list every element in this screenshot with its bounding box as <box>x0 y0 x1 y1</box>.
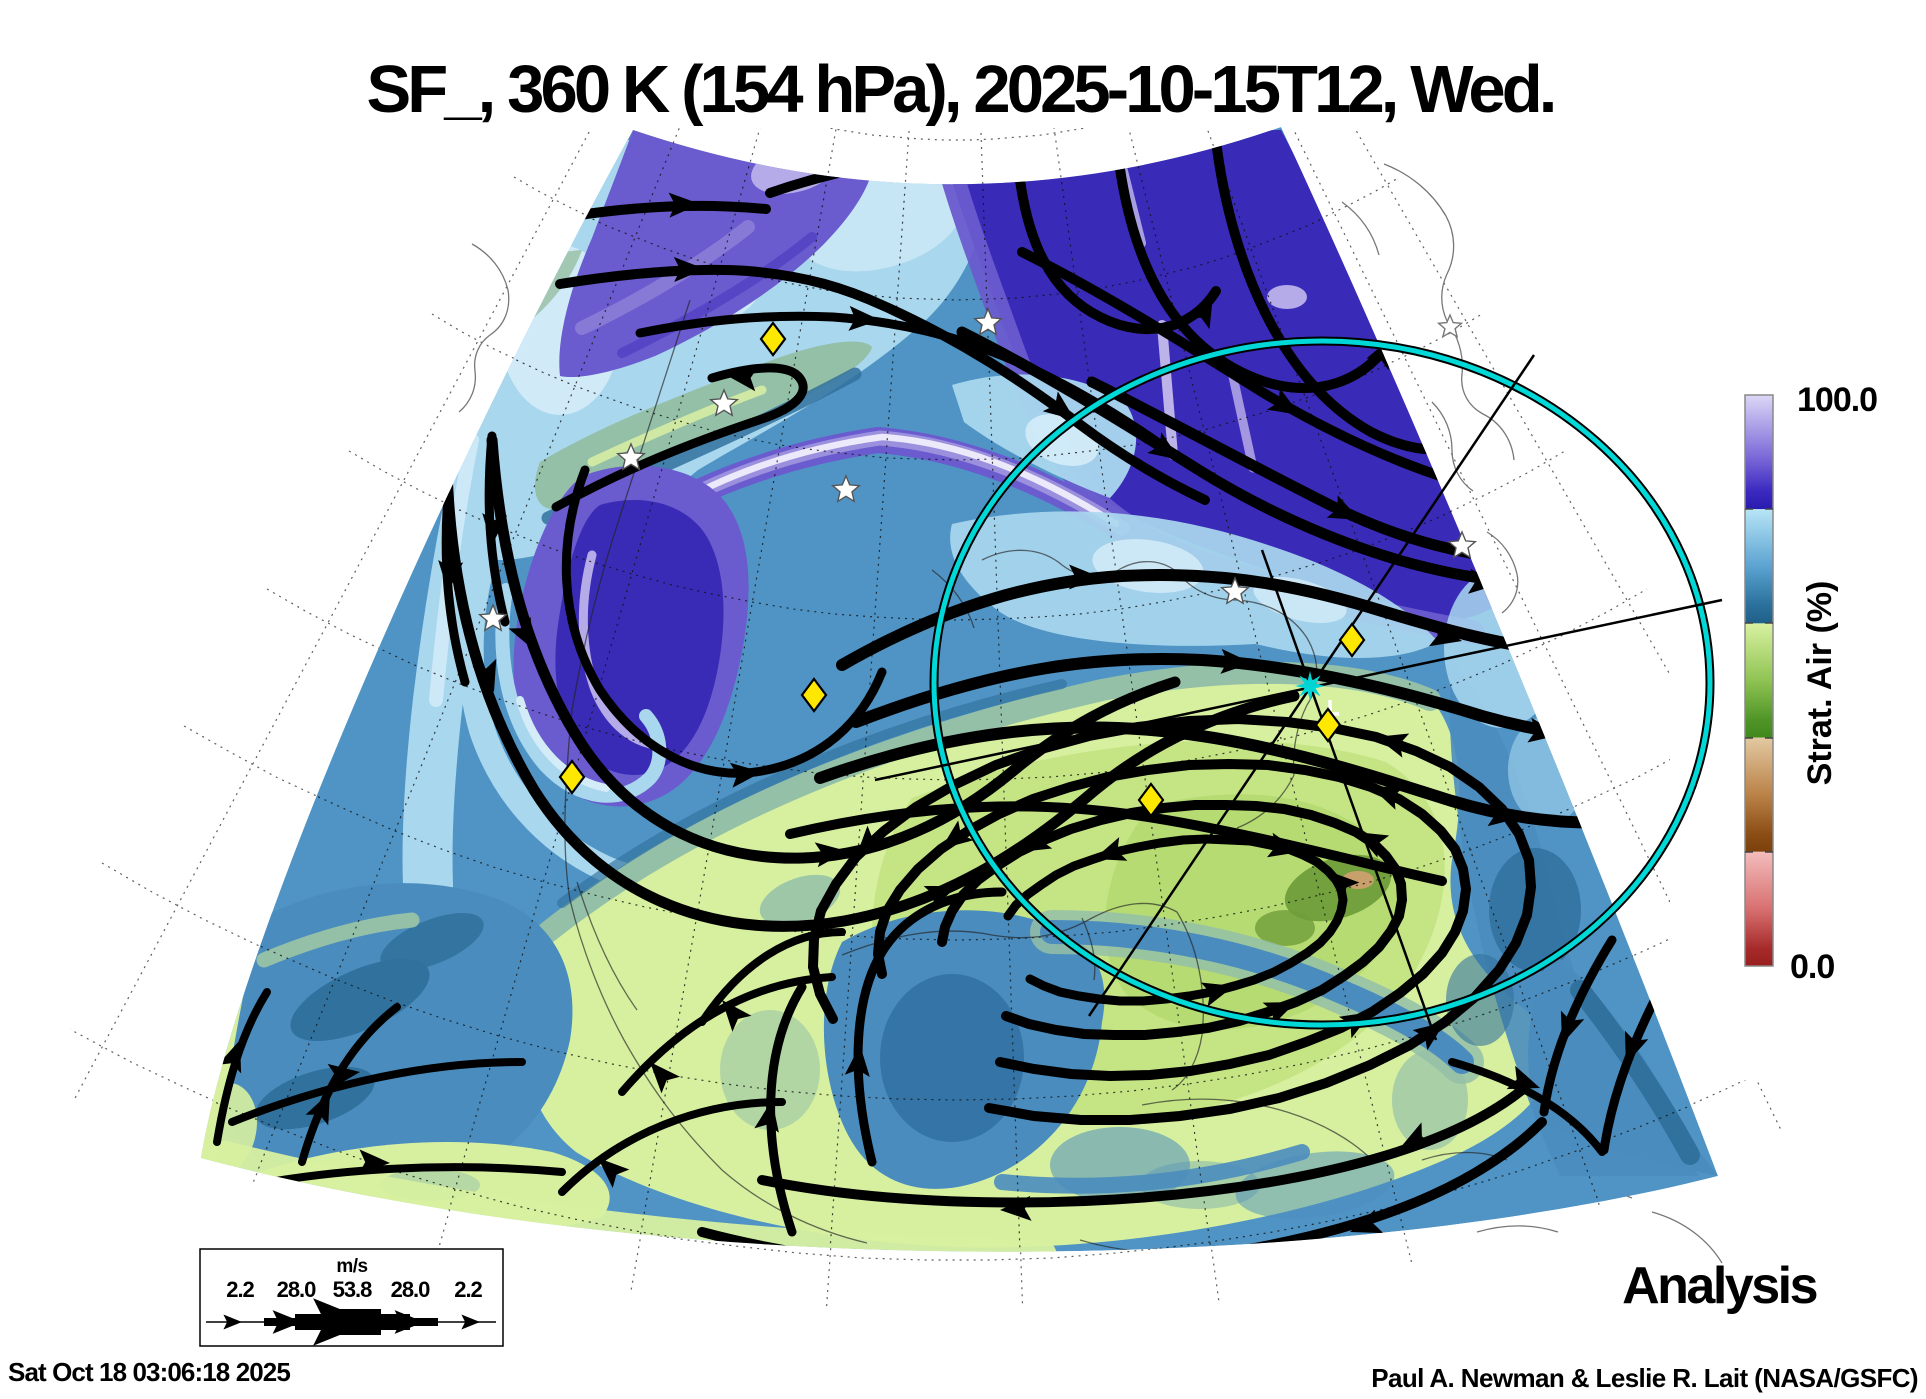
svg-text:Analysis: Analysis <box>1622 1257 1816 1315</box>
svg-text:28.0: 28.0 <box>277 1277 317 1302</box>
svg-text:SF_, 360 K (154 hPa), 2025-10-: SF_, 360 K (154 hPa), 2025-10-15T12, Wed… <box>367 52 1554 127</box>
svg-text:100.0: 100.0 <box>1797 381 1877 419</box>
svg-text:2.2: 2.2 <box>454 1277 482 1302</box>
svg-text:Paul A. Newman & Leslie R. Lai: Paul A. Newman & Leslie R. Lait (NASA/GS… <box>1371 1363 1918 1393</box>
svg-text:m/s: m/s <box>336 1256 367 1277</box>
svg-text:28.0: 28.0 <box>391 1277 431 1302</box>
svg-text:0.0: 0.0 <box>1790 948 1834 986</box>
svg-text:Strat. Air (%): Strat. Air (%) <box>1801 581 1839 786</box>
svg-text:2.2: 2.2 <box>226 1277 254 1302</box>
svg-text:Sat Oct 18 03:06:18 2025: Sat Oct 18 03:06:18 2025 <box>8 1357 290 1387</box>
svg-text:53.8: 53.8 <box>333 1277 373 1302</box>
